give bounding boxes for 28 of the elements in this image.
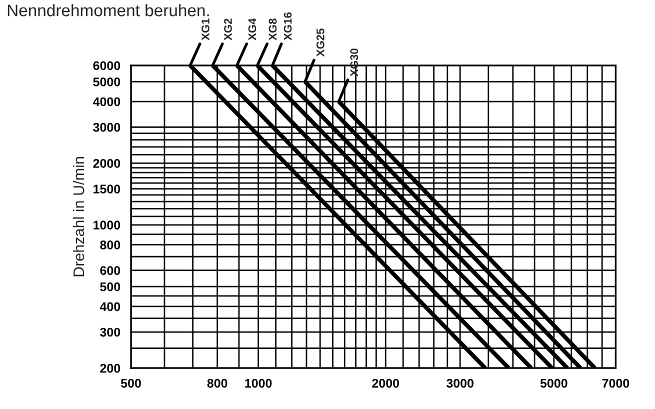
text: Nenndrehmoment beruhen. bbox=[8, 4, 209, 16]
x-tick-label: 800 bbox=[207, 378, 228, 388]
text: XG4 bbox=[248, 18, 256, 40]
y-tick-label: 300 bbox=[100, 328, 120, 337]
x-tick-label: 5000 bbox=[540, 378, 568, 388]
x-tick-label: 2000 bbox=[372, 378, 400, 388]
text: XG1 bbox=[202, 18, 210, 40]
y-tick-label: 600 bbox=[100, 266, 120, 275]
text: XG16 bbox=[284, 12, 292, 40]
x-tick-label: 500 bbox=[120, 378, 141, 388]
y-tick-label: 200 bbox=[100, 364, 120, 373]
text: XG2 bbox=[224, 18, 232, 40]
y-tick-label: 4000 bbox=[92, 97, 120, 106]
y-tick-label: 6000 bbox=[93, 61, 120, 70]
y-tick-label: 500 bbox=[100, 282, 120, 292]
y-tick-label: 5000 bbox=[93, 77, 120, 86]
y-tick-label: 1500 bbox=[94, 184, 120, 194]
y-tick-label: 2000 bbox=[93, 159, 120, 168]
y-axis-title: Drehzahl in U/min bbox=[72, 157, 84, 276]
y-tick-label: 800 bbox=[100, 240, 120, 250]
x-tick-label: 3000 bbox=[446, 378, 474, 388]
x-tick-label: 7000 bbox=[602, 378, 630, 388]
x-tick-label: 1000 bbox=[245, 378, 272, 388]
y-tick-label: 400 bbox=[100, 302, 120, 312]
y-tick-label: 1000 bbox=[94, 220, 120, 230]
y-tick-label: 3000 bbox=[93, 122, 120, 132]
text: XG8 bbox=[268, 18, 277, 40]
text: XG25 bbox=[316, 28, 324, 57]
